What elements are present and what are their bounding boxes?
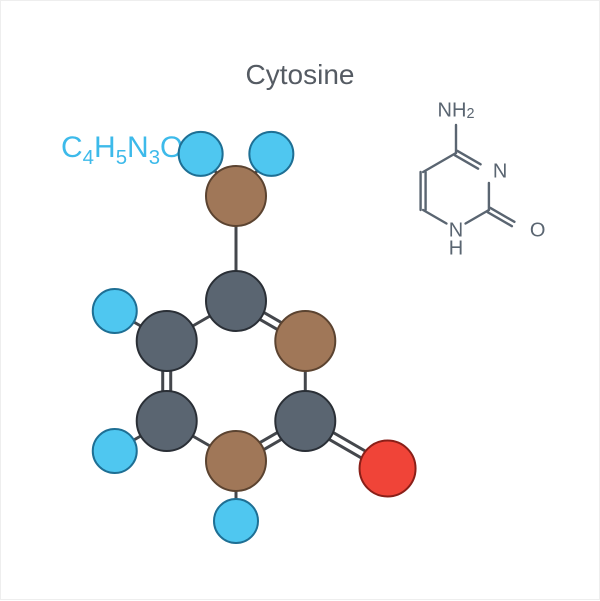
svg-text:NH2: NH2 xyxy=(438,99,475,122)
svg-text:N: N xyxy=(493,160,507,182)
svg-text:H: H xyxy=(449,237,463,259)
svg-text:O: O xyxy=(530,219,546,241)
skeletal-structure: NH2NNHO xyxy=(1,1,600,601)
